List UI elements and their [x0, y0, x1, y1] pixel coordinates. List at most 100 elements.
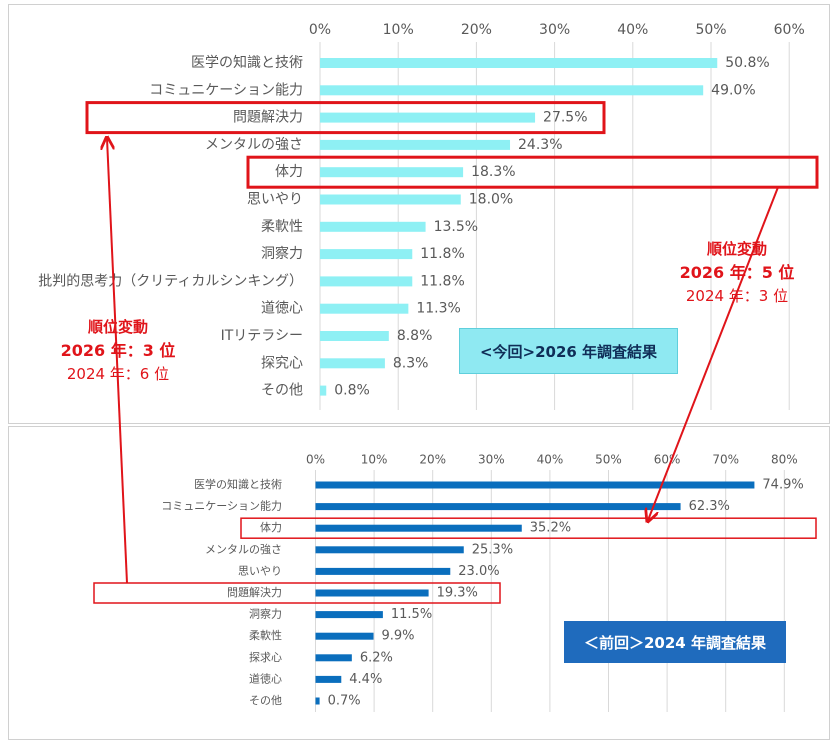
- top-value-label: 11.3%: [416, 301, 460, 317]
- bottom-value-label: 11.5%: [391, 607, 432, 622]
- top-category-label: 柔軟性: [261, 219, 303, 235]
- current-survey-badge: <今回>2026 年調査結果: [459, 328, 678, 374]
- top-category-label: コミュニケーション能力: [149, 82, 303, 98]
- top-category-label: 探究心: [261, 355, 303, 371]
- bottom-bar: [315, 546, 464, 554]
- top-category-label: ITリテラシー: [221, 328, 303, 344]
- bottom-category-label: メンタルの強さ: [205, 543, 282, 556]
- bottom-category-label: 探求心: [249, 651, 282, 664]
- top-bar: [320, 194, 461, 205]
- top-bar: [320, 221, 426, 232]
- top-x-tick-label: 20%: [461, 22, 492, 38]
- top-category-label: 体力: [275, 164, 303, 180]
- bottom-x-tick-label: 70%: [712, 453, 739, 467]
- bottom-value-label: 62.3%: [689, 499, 730, 514]
- bottom-bar: [315, 567, 451, 575]
- top-value-label: 49.0%: [711, 82, 755, 98]
- top-value-label: 24.3%: [518, 137, 562, 153]
- bottom-bar: [315, 589, 429, 597]
- top-x-tick-label: 10%: [383, 22, 414, 38]
- top-x-tick-label: 30%: [539, 22, 570, 38]
- bottom-category-label: 洞察力: [249, 607, 282, 621]
- top-bar: [320, 112, 536, 123]
- bottom-bar: [315, 503, 681, 511]
- top-x-tick-label: 40%: [617, 22, 648, 38]
- bottom-category-label: 問題解決力: [227, 585, 282, 599]
- top-category-label: メンタルの強さ: [205, 137, 303, 153]
- callout-previous-rank: 2024 年：6 位: [66, 364, 170, 383]
- top-category-label: 問題解決力: [233, 110, 303, 126]
- bottom-value-label: 25.3%: [472, 542, 513, 557]
- arrow-stamina-rank-change: [648, 186, 779, 520]
- top-x-tick-label: 60%: [774, 22, 805, 38]
- bottom-value-label: 19.3%: [437, 586, 478, 601]
- arrow-problem-solving-rank-change: [107, 139, 128, 584]
- bottom-x-tick-label: 10%: [361, 453, 388, 467]
- bottom-x-tick-label: 30%: [478, 453, 505, 467]
- top-value-label: 11.8%: [420, 246, 464, 262]
- bottom-x-tick-label: 0%: [306, 453, 325, 467]
- top-category-label: 医学の知識と技術: [191, 54, 303, 71]
- rank-change-callout-stamina: 順位変動 2026 年：5 位 2024 年：3 位: [662, 238, 812, 307]
- rank-change-callout-problem-solving: 順位変動 2026 年：3 位 2024 年：6 位: [40, 316, 196, 385]
- top-value-label: 13.5%: [434, 219, 478, 235]
- bottom-value-label: 74.9%: [762, 478, 803, 493]
- bottom-x-tick-label: 50%: [595, 453, 622, 467]
- top-bar: [320, 167, 464, 178]
- bottom-value-label: 6.2%: [360, 650, 393, 665]
- top-bar: [320, 303, 409, 314]
- bottom-value-label: 23.0%: [458, 564, 499, 579]
- top-value-label: 18.3%: [471, 164, 515, 180]
- bottom-bar: [315, 611, 383, 619]
- callout-previous-rank: 2024 年：3 位: [685, 286, 789, 305]
- top-bar: [320, 385, 327, 396]
- callout-current-rank: 2026 年：5 位: [679, 262, 795, 282]
- bottom-value-label: 4.4%: [349, 672, 382, 687]
- bottom-x-tick-label: 40%: [537, 453, 564, 467]
- highlight-box-stamina-2026: [246, 155, 819, 189]
- bottom-bar: [315, 524, 522, 532]
- bottom-bar: [315, 697, 320, 705]
- bottom-category-label: 道徳心: [249, 671, 282, 685]
- top-bar: [320, 58, 718, 68]
- top-value-label: 18.0%: [469, 192, 513, 208]
- bottom-bar: [315, 675, 342, 683]
- top-x-tick-label: 50%: [695, 22, 726, 38]
- bottom-category-label: 思いやり: [238, 564, 282, 577]
- bottom-category-label: その他: [249, 694, 282, 707]
- bottom-category-label: コミュニケーション能力: [161, 499, 282, 513]
- top-bar: [320, 249, 413, 260]
- bottom-x-tick-label: 80%: [771, 453, 798, 467]
- top-value-label: 50.8%: [725, 55, 769, 71]
- bottom-category-label: 体力: [260, 520, 282, 534]
- top-category-label: 道徳心: [261, 301, 303, 317]
- bottom-value-label: 9.9%: [382, 629, 415, 644]
- top-bar: [320, 139, 511, 150]
- top-value-label: 27.5%: [543, 110, 587, 126]
- top-bar: [320, 331, 389, 341]
- bottom-x-tick-label: 20%: [419, 453, 446, 467]
- bottom-bar: [315, 654, 352, 662]
- bottom-value-label: 35.2%: [530, 521, 571, 536]
- callout-heading: 順位変動: [706, 240, 767, 258]
- top-bar: [320, 358, 385, 369]
- bottom-bar: [315, 632, 374, 640]
- top-category-label: 洞察力: [261, 245, 303, 262]
- bottom-category-label: 柔軟性: [249, 628, 282, 642]
- top-value-label: 11.8%: [420, 273, 464, 289]
- highlight-box-problem-solving-2024: [93, 582, 501, 604]
- top-value-label: 8.3%: [393, 355, 429, 371]
- bottom-value-label: 0.7%: [328, 694, 361, 709]
- top-value-label: 8.8%: [397, 328, 433, 344]
- top-bar: [320, 85, 704, 96]
- previous-survey-badge: ＜前回＞2024 年調査結果: [564, 621, 786, 663]
- highlight-box-problem-solving-2026: [85, 101, 606, 135]
- top-x-tick-label: 0%: [309, 22, 331, 38]
- top-bar: [320, 276, 413, 287]
- top-category-label: その他: [261, 383, 303, 399]
- bottom-bar: [315, 481, 755, 489]
- bottom-category-label: 医学の知識と技術: [194, 477, 282, 491]
- bottom-x-tick-label: 60%: [654, 453, 681, 467]
